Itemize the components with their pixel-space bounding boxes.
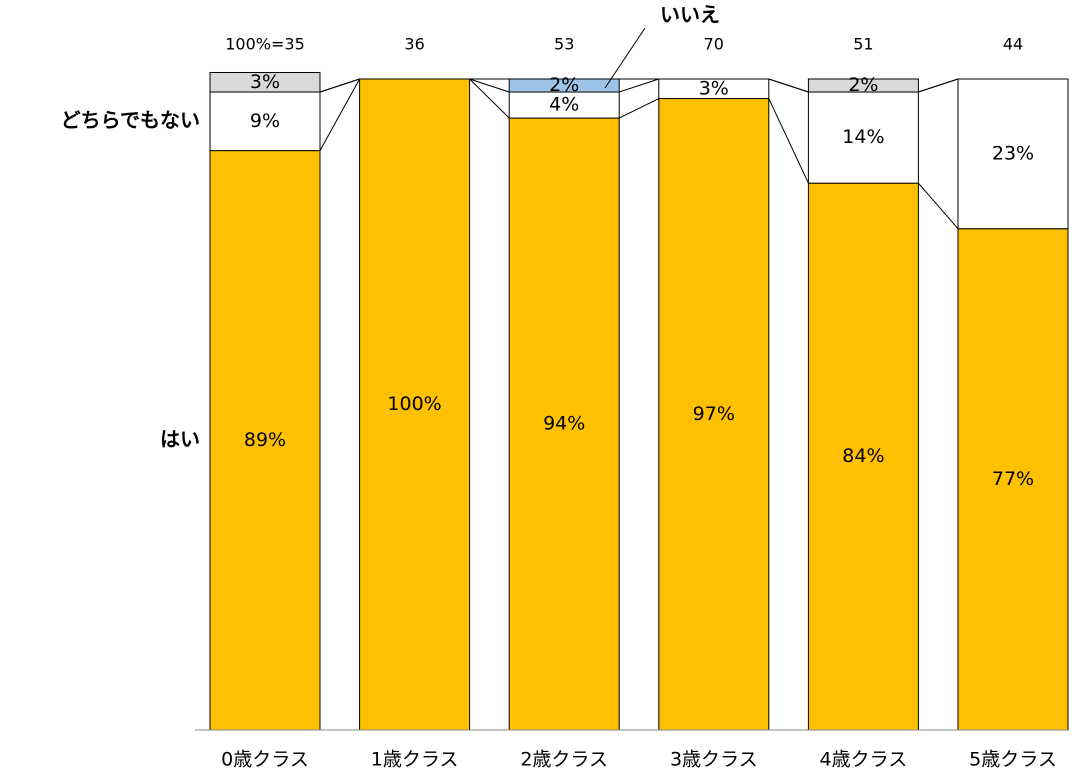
leader-line	[604, 27, 646, 89]
bar-segment	[508, 91, 620, 119]
bar-segment	[807, 182, 919, 731]
bar-segment	[508, 78, 620, 93]
bar-segment	[508, 117, 620, 731]
value-label: 3%	[699, 77, 729, 99]
connector-line	[768, 78, 809, 93]
bar-segment	[209, 150, 321, 731]
total-label: 36	[404, 35, 424, 54]
total-label: 53	[554, 35, 574, 54]
value-label: 89%	[244, 429, 286, 451]
total-label: 100%=35	[225, 35, 305, 54]
bar-segment	[359, 78, 471, 731]
value-label: 84%	[842, 445, 884, 467]
connector-line	[618, 98, 660, 119]
value-label: 97%	[693, 403, 735, 425]
legend-label: いいえ	[660, 3, 720, 27]
x-tick-label: 4歳クラス	[820, 749, 908, 771]
connector-line	[918, 78, 959, 93]
bar-segment	[658, 78, 770, 100]
total-label: 44	[1003, 35, 1023, 54]
connector-line	[319, 78, 360, 93]
total-label: 51	[853, 35, 873, 54]
bar-segment	[957, 228, 1069, 731]
x-tick-label: 3歳クラス	[670, 749, 758, 771]
legend-label: どちらでもない	[61, 108, 200, 132]
value-label: 3%	[250, 71, 280, 93]
value-label: 2%	[549, 74, 579, 96]
connector-line	[319, 78, 361, 151]
x-tick-label: 5歳クラス	[969, 749, 1057, 771]
value-label: 100%	[387, 393, 441, 415]
connector-line	[768, 98, 809, 184]
value-label: 23%	[992, 142, 1034, 164]
x-tick-label: 0歳クラス	[221, 749, 309, 771]
value-label: 14%	[842, 126, 884, 148]
value-label: 4%	[549, 94, 579, 116]
x-tick-label: 1歳クラス	[371, 749, 459, 771]
value-label: 2%	[848, 74, 878, 96]
bar-segment	[209, 71, 321, 93]
bar-segment	[807, 91, 919, 184]
bar-segment	[807, 78, 919, 93]
value-label: 94%	[543, 413, 585, 435]
bar-segment	[957, 78, 1069, 230]
total-label: 70	[704, 35, 724, 54]
connector-line	[469, 78, 510, 93]
value-label: 9%	[250, 110, 280, 132]
connector-line	[469, 78, 510, 119]
bar-segment	[209, 91, 321, 152]
x-tick-label: 2歳クラス	[520, 749, 608, 771]
legend-label: はい	[160, 427, 200, 451]
value-label: 77%	[992, 468, 1034, 490]
connector-line	[619, 78, 659, 93]
connector-line	[918, 182, 959, 230]
